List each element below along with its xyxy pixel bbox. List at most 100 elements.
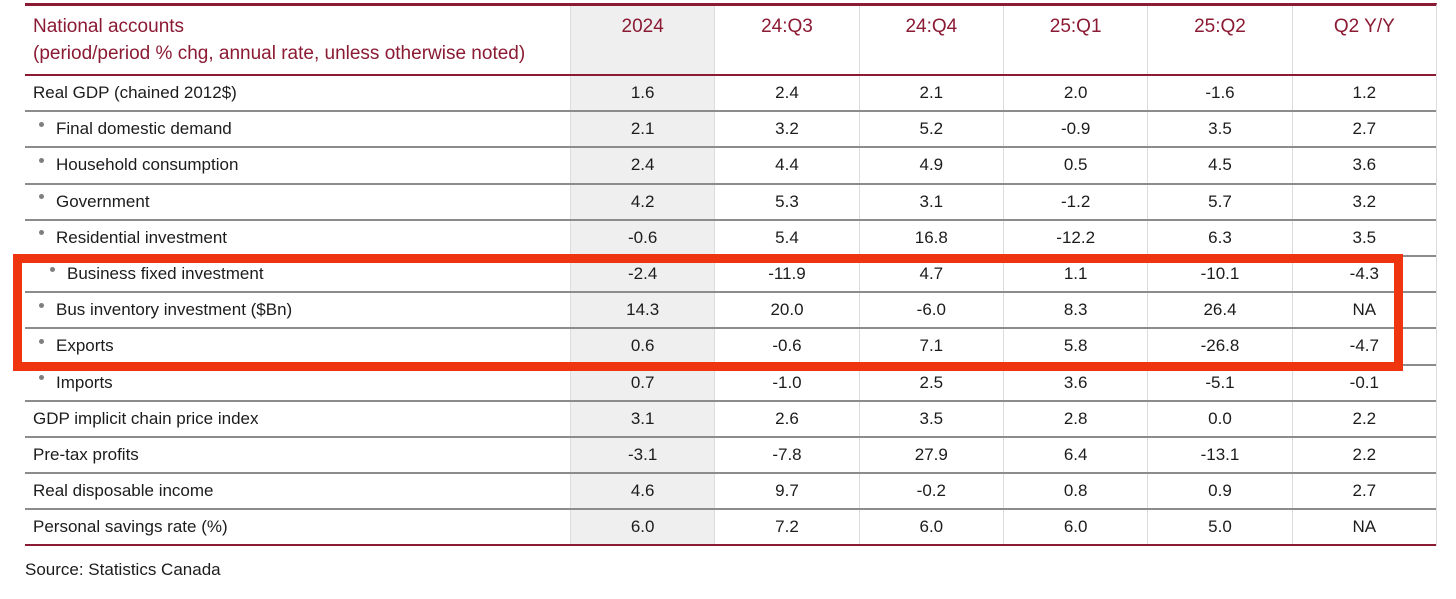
column-header-25q2: 25:Q2 [1147, 6, 1291, 74]
cell-value: 5.4 [714, 220, 858, 255]
cell-value: 2.2 [1291, 437, 1436, 473]
cell-value: 2.4 [570, 148, 715, 183]
table-row-personal-savings-rate: Personal savings rate (%) 6.0 7.2 6.0 6.… [25, 510, 1436, 547]
row-label: Exports [56, 336, 114, 356]
row-label-cell: Final domestic demand [25, 112, 570, 146]
cell-value: 0.6 [570, 329, 715, 364]
cell-value: 1.6 [570, 76, 715, 111]
cell-value: 2.5 [858, 365, 1003, 400]
cell-value: -10.1 [1147, 256, 1291, 292]
row-label: Household consumption [56, 155, 239, 175]
cell-value: 6.0 [858, 510, 1003, 545]
row-label-cell: Personal savings rate (%) [25, 510, 570, 544]
cell-value: 3.5 [858, 401, 1003, 436]
column-header-2024: 2024 [570, 6, 715, 74]
column-header-24q4: 24:Q4 [858, 6, 1003, 74]
cell-value: 0.9 [1147, 474, 1291, 509]
table-title: National accounts [33, 16, 185, 37]
row-label: Business fixed investment [67, 264, 264, 284]
cell-value: 16.8 [858, 220, 1003, 255]
row-label: Government [56, 191, 150, 211]
cell-value: 2.2 [1291, 401, 1436, 436]
cell-value: -11.9 [714, 256, 858, 292]
bullet-icon [50, 266, 55, 272]
cell-value: 1.1 [1002, 256, 1147, 292]
column-header-q2yy: Q2 Y/Y [1291, 6, 1436, 74]
row-label: Bus inventory investment ($Bn) [56, 300, 293, 320]
bullet-icon [39, 302, 44, 308]
cell-value: 5.0 [1147, 510, 1291, 545]
cell-value: 8.3 [1002, 293, 1147, 328]
row-label: Real GDP (chained 2012$) [33, 83, 237, 103]
row-label-cell: Real GDP (chained 2012$) [25, 76, 570, 110]
cell-value: -12.2 [1002, 220, 1147, 255]
cell-value: 14.3 [570, 293, 715, 328]
row-label-cell: Government [25, 185, 570, 219]
cell-value: 0.8 [1002, 474, 1147, 509]
cell-value: 2.7 [1291, 112, 1436, 147]
cell-value: 6.0 [570, 510, 715, 545]
cell-value: 9.7 [714, 474, 858, 509]
cell-value: -7.8 [714, 437, 858, 473]
cell-value: 5.7 [1147, 184, 1291, 219]
row-label-cell: Residential investment [25, 221, 570, 255]
cell-value: -1.2 [1002, 184, 1147, 219]
cell-value: NA [1291, 510, 1436, 545]
cell-value: 6.3 [1147, 220, 1291, 255]
bullet-icon [39, 157, 44, 163]
cell-value: 2.1 [858, 76, 1003, 111]
cell-value: 6.0 [1002, 510, 1147, 545]
cell-value: 7.1 [858, 329, 1003, 364]
cell-value: -3.1 [570, 437, 715, 473]
cell-value: 3.6 [1002, 365, 1147, 400]
table-row-real-disposable-income: Real disposable income 4.6 9.7 -0.2 0.8 … [25, 474, 1436, 511]
cell-value: 4.4 [714, 148, 858, 183]
table-row-pre-tax-profits: Pre-tax profits -3.1 -7.8 27.9 6.4 -13.1… [25, 437, 1436, 475]
row-label-cell: Real disposable income [25, 474, 570, 508]
table-row-household-consumption: Household consumption 2.4 4.4 4.9 0.5 4.… [25, 148, 1436, 185]
cell-value: 4.7 [858, 256, 1003, 292]
cell-value: 5.8 [1002, 329, 1147, 364]
cell-value: 4.6 [570, 474, 715, 509]
row-label: Pre-tax profits [33, 444, 139, 464]
bullet-icon [39, 194, 44, 200]
row-label: Residential investment [56, 227, 228, 247]
column-header-24q3: 24:Q3 [714, 6, 858, 74]
bullet-icon [39, 338, 44, 344]
cell-value: 3.2 [714, 112, 858, 147]
cell-value: 3.5 [1147, 112, 1291, 147]
table-row-residential-investment: Residential investment -0.6 5.4 16.8 -12… [25, 220, 1436, 257]
row-label: Real disposable income [33, 481, 214, 501]
table-row-final-domestic-demand: Final domestic demand 2.1 3.2 5.2 -0.9 3… [25, 112, 1436, 149]
row-label-cell: Imports [25, 366, 570, 400]
cell-value: 0.7 [570, 365, 715, 400]
national-accounts-table: National accounts (period/period % chg, … [25, 3, 1437, 547]
table-row-government: Government 4.2 5.3 3.1 -1.2 5.7 3.2 [25, 184, 1436, 221]
table-subtitle: (period/period % chg, annual rate, unles… [33, 43, 526, 64]
cell-value: -0.1 [1291, 365, 1436, 400]
cell-value: 2.1 [570, 112, 715, 147]
cell-value: -4.7 [1291, 329, 1436, 364]
bullet-icon [39, 230, 44, 236]
cell-value: 4.5 [1147, 148, 1291, 183]
source-note: Source: Statistics Canada [25, 560, 221, 579]
cell-value: -1.6 [1147, 76, 1291, 111]
cell-value: 7.2 [714, 510, 858, 545]
cell-value: 2.6 [714, 401, 858, 436]
row-label-cell: Exports [25, 329, 570, 363]
cell-value: -5.1 [1147, 365, 1291, 400]
cell-value: 2.0 [1002, 76, 1147, 111]
table-row-exports: Exports 0.6 -0.6 7.1 5.8 -26.8 -4.7 [25, 329, 1436, 366]
row-label-cell: Household consumption [25, 148, 570, 182]
row-label-cell: GDP implicit chain price index [25, 402, 570, 436]
cell-value: 1.2 [1291, 76, 1436, 111]
cell-value: 27.9 [858, 437, 1003, 473]
cell-value: 0.5 [1002, 148, 1147, 183]
cell-value: 3.1 [570, 401, 715, 436]
cell-value: 20.0 [714, 293, 858, 328]
cell-value: 3.2 [1291, 184, 1436, 219]
cell-value: -2.4 [570, 256, 715, 292]
table-header-row: National accounts (period/period % chg, … [25, 6, 1436, 76]
cell-value: 5.3 [714, 184, 858, 219]
cell-value: -0.6 [570, 220, 715, 255]
